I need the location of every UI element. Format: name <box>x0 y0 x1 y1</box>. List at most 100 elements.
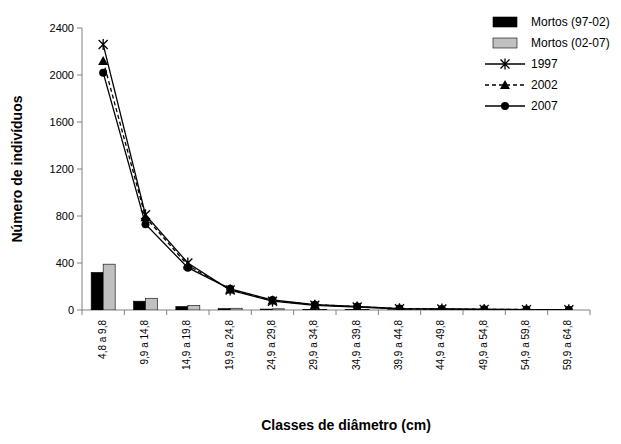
legend-label: Mortos (97-02) <box>531 15 610 29</box>
marker <box>564 305 574 310</box>
bar <box>188 305 200 310</box>
marker <box>353 302 361 310</box>
legend: Mortos (97-02) Mortos (02-07) 1997 2002 2007 <box>485 15 610 113</box>
marker <box>353 302 362 310</box>
bar <box>103 264 115 310</box>
bar <box>261 309 273 310</box>
y-tick-label: 1200 <box>50 163 74 175</box>
bar <box>273 309 285 310</box>
x-tick-label: 29,9 a 34,8 <box>308 320 319 370</box>
marker <box>99 39 108 50</box>
marker <box>226 285 235 296</box>
x-tick <box>420 310 421 315</box>
x-tick-label: 39,9 a 44,8 <box>393 320 404 370</box>
y-tick-label: 800 <box>56 210 74 222</box>
marker <box>310 300 320 309</box>
marker <box>352 302 362 310</box>
x-tick-label: 4,8 a 9,8 <box>97 320 108 359</box>
y-tick <box>77 28 82 29</box>
y-tick-label: 2400 <box>50 22 74 34</box>
bar <box>146 298 158 310</box>
x-tick-label: 59,9 a 64,8 <box>562 320 573 370</box>
marker <box>98 56 108 65</box>
x-tick-label: 49,9 a 54,8 <box>478 320 489 370</box>
x-tick <box>293 310 294 315</box>
line <box>103 61 569 310</box>
x-tick <box>505 310 506 315</box>
legend-label: 2002 <box>531 78 558 92</box>
bar <box>315 309 327 310</box>
x-tick-label: 34,9 a 39,8 <box>351 320 362 370</box>
marker <box>480 304 489 310</box>
x-tick <box>590 310 591 315</box>
x-tick <box>463 310 464 315</box>
x-tick <box>209 310 210 315</box>
marker <box>269 296 277 304</box>
marker <box>480 305 488 310</box>
x-tick-label: 9,9 a 14,8 <box>139 320 150 365</box>
y-axis-label: Número de indivíduos <box>9 95 25 242</box>
y-tick-label: 2000 <box>50 69 74 81</box>
marker <box>142 220 150 228</box>
y-tick <box>77 310 82 311</box>
marker <box>522 305 532 310</box>
marker <box>225 284 235 293</box>
x-tick-label: 54,9 a 59,8 <box>520 320 531 370</box>
line <box>103 73 569 310</box>
x-tick-label: 14,9 a 19,8 <box>181 320 192 370</box>
x-tick <box>547 310 548 315</box>
marker <box>437 304 447 310</box>
bar <box>303 309 315 310</box>
marker <box>479 304 489 310</box>
legend-swatch <box>493 38 517 48</box>
y-tick <box>77 216 82 217</box>
legend-label: 2007 <box>531 99 558 113</box>
legend-marker <box>501 59 510 70</box>
marker <box>396 305 404 310</box>
y-tick-label: 0 <box>68 304 74 316</box>
marker <box>437 304 446 310</box>
marker <box>99 69 107 77</box>
bar <box>230 308 242 310</box>
marker <box>311 301 319 309</box>
marker <box>184 264 192 272</box>
y-tick-label: 1600 <box>50 116 74 128</box>
x-tick-label: 44,9 a 49,8 <box>435 320 446 370</box>
y-tick-label: 400 <box>56 257 74 269</box>
legend-marker <box>501 102 509 110</box>
marker <box>310 300 319 310</box>
line <box>103 44 569 309</box>
x-tick <box>124 310 125 315</box>
bar <box>176 306 188 310</box>
marker <box>522 304 531 310</box>
bar <box>91 272 103 310</box>
legend-marker <box>500 80 510 89</box>
y-tick <box>77 122 82 123</box>
y-tick <box>77 75 82 76</box>
plot-area <box>91 39 574 310</box>
legend-label: Mortos (02-07) <box>531 36 610 50</box>
y-tick <box>77 169 82 170</box>
chart: 0 400 800 1200 1600 2000 2400 4,8 a 9,8 9,9 a 14… <box>0 0 621 444</box>
x-axis-label: Classes de diâmetro (cm) <box>261 417 431 433</box>
marker <box>395 304 405 310</box>
marker <box>226 285 234 293</box>
bar <box>218 309 230 310</box>
marker <box>395 303 404 310</box>
marker <box>268 296 277 307</box>
x-tick <box>336 310 337 315</box>
legend-swatch <box>493 17 517 27</box>
marker <box>268 296 278 305</box>
marker <box>565 306 573 310</box>
marker <box>523 306 531 310</box>
marker <box>438 305 446 310</box>
legend-label: 1997 <box>531 57 558 71</box>
marker <box>564 304 573 310</box>
bar <box>134 301 146 310</box>
x-tick <box>82 310 83 315</box>
x-tick <box>378 310 379 315</box>
x-tick-label: 24,9 a 29,8 <box>266 320 277 370</box>
x-tick <box>251 310 252 315</box>
y-tick <box>77 263 82 264</box>
x-tick-label: 19,9 a 24,8 <box>224 320 235 370</box>
